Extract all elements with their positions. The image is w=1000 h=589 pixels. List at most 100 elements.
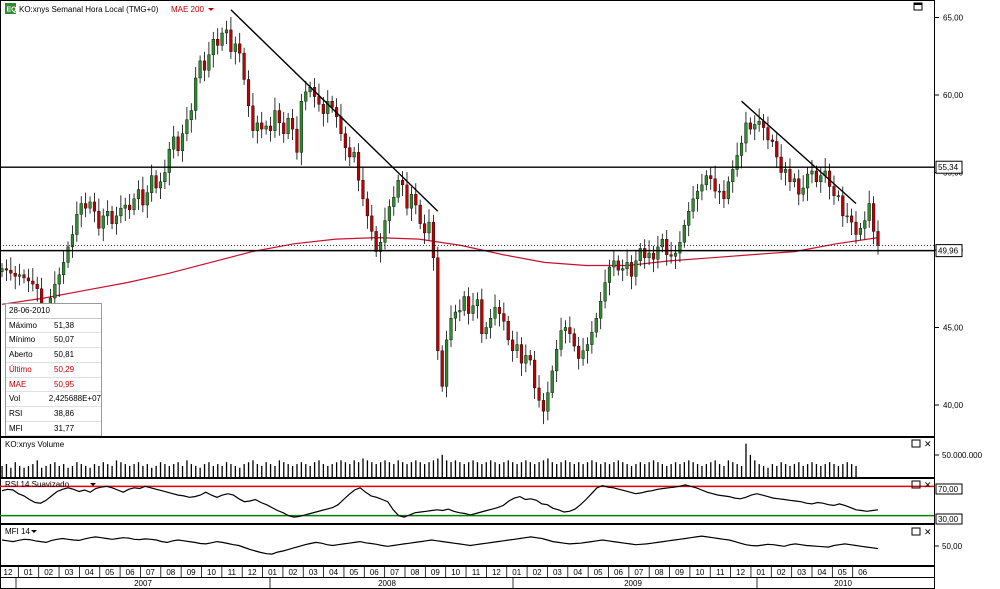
volume-bar bbox=[463, 464, 465, 477]
candle-body bbox=[35, 283, 39, 289]
month-label: 10 bbox=[695, 568, 704, 577]
mae-indicator-label[interactable]: MAE 200 bbox=[171, 5, 204, 14]
candle-body bbox=[409, 193, 413, 209]
rsi-30-box bbox=[935, 513, 963, 525]
candle-body bbox=[453, 311, 457, 319]
volume-maximize-icon[interactable] bbox=[911, 439, 921, 448]
volume-bar bbox=[353, 460, 355, 477]
volume-bar bbox=[613, 462, 615, 477]
volume-bar bbox=[375, 464, 377, 477]
volume-bar bbox=[705, 464, 708, 477]
month-label: 12 bbox=[4, 568, 13, 577]
volume-bar bbox=[714, 460, 716, 477]
volume-bar bbox=[771, 464, 774, 477]
mae-200-line bbox=[1, 236, 879, 305]
candle-body bbox=[757, 121, 761, 125]
month-label: 03 bbox=[309, 568, 318, 577]
volume-bar bbox=[256, 464, 259, 477]
volume-bar bbox=[393, 464, 395, 477]
candle-body bbox=[524, 355, 528, 364]
year-label: 2009 bbox=[624, 579, 642, 588]
candle-body bbox=[229, 29, 233, 52]
mfi-close-icon[interactable]: ✕ bbox=[924, 527, 932, 537]
volume-bar bbox=[98, 465, 100, 477]
candle-body bbox=[541, 400, 546, 412]
mae-dropdown-icon[interactable] bbox=[208, 8, 214, 11]
volume-bar bbox=[718, 464, 721, 477]
volume-bar bbox=[569, 462, 571, 477]
volume-bar bbox=[19, 465, 21, 477]
volume-bar bbox=[415, 460, 417, 477]
volume-bar bbox=[67, 467, 69, 477]
volume-bar bbox=[710, 462, 712, 477]
volume-close-icon[interactable]: ✕ bbox=[924, 439, 932, 449]
volume-bar bbox=[41, 467, 43, 477]
volume-bar bbox=[278, 460, 281, 477]
candle-body bbox=[233, 43, 237, 52]
candle-body bbox=[872, 203, 876, 232]
volume-bar bbox=[58, 465, 60, 477]
candle-body bbox=[145, 192, 149, 206]
candle-body bbox=[819, 175, 823, 183]
year-label: 2008 bbox=[378, 579, 396, 588]
price-level-box bbox=[935, 160, 963, 174]
volume-bar bbox=[525, 460, 527, 477]
volume-bar bbox=[754, 460, 756, 477]
month-label: 02 bbox=[533, 568, 542, 577]
month-label: 12 bbox=[492, 568, 501, 577]
volume-bar bbox=[556, 464, 558, 477]
rsi-maximize-icon[interactable] bbox=[911, 480, 921, 489]
candle-body bbox=[726, 181, 730, 200]
volume-bar bbox=[740, 465, 743, 477]
volume-bar bbox=[648, 462, 650, 477]
price-tick-label: 60,00 bbox=[943, 91, 964, 100]
volume-bar bbox=[604, 462, 606, 477]
volume-bar bbox=[652, 460, 655, 477]
rsi-tick-30: 30,00 bbox=[938, 515, 959, 524]
candle-body bbox=[180, 133, 185, 151]
volume-bar bbox=[578, 462, 580, 477]
volume-bar bbox=[300, 462, 303, 477]
volume-bar bbox=[384, 460, 386, 477]
volume-bar bbox=[362, 458, 364, 477]
volume-bar bbox=[366, 460, 369, 477]
mfi-maximize-icon[interactable] bbox=[911, 527, 921, 536]
candle-body bbox=[709, 175, 713, 179]
rsi-close-icon[interactable]: ✕ bbox=[924, 480, 932, 490]
candle-body bbox=[295, 128, 299, 153]
volume-bar bbox=[692, 462, 694, 477]
month-label: 02 bbox=[44, 568, 53, 577]
volume-bar bbox=[159, 462, 162, 477]
rsi-dropdown-icon[interactable] bbox=[90, 483, 96, 486]
candle-body bbox=[836, 195, 840, 197]
price-tick-label: 45,00 bbox=[943, 324, 964, 333]
candle-body bbox=[22, 274, 26, 279]
candle-body bbox=[405, 184, 409, 209]
volume-bar bbox=[472, 460, 474, 477]
volume-bar bbox=[164, 464, 166, 477]
candle-body bbox=[132, 198, 136, 210]
candle-body bbox=[634, 260, 638, 277]
candle-body bbox=[92, 201, 97, 212]
volume-bar bbox=[657, 462, 659, 477]
annotation-lines bbox=[0, 9, 934, 252]
candle-body bbox=[277, 110, 281, 124]
candle-body bbox=[695, 190, 700, 200]
month-label: 09 bbox=[431, 568, 440, 577]
volume-bar bbox=[397, 460, 399, 477]
volume-bar bbox=[186, 460, 188, 477]
mfi-dropdown-icon[interactable] bbox=[31, 530, 37, 533]
candle-body bbox=[4, 268, 8, 271]
volume-bar bbox=[142, 465, 144, 477]
candle-body bbox=[286, 118, 290, 134]
volume-bar bbox=[608, 464, 611, 477]
candle-body bbox=[66, 246, 70, 263]
volume-bar bbox=[221, 465, 223, 477]
price-level-label: 55,34 bbox=[938, 163, 959, 172]
month-label: 04 bbox=[818, 568, 827, 577]
volume-bar bbox=[80, 464, 82, 477]
volume-bar bbox=[89, 467, 91, 477]
volume-bar bbox=[828, 462, 831, 477]
month-label: 01 bbox=[512, 568, 521, 577]
